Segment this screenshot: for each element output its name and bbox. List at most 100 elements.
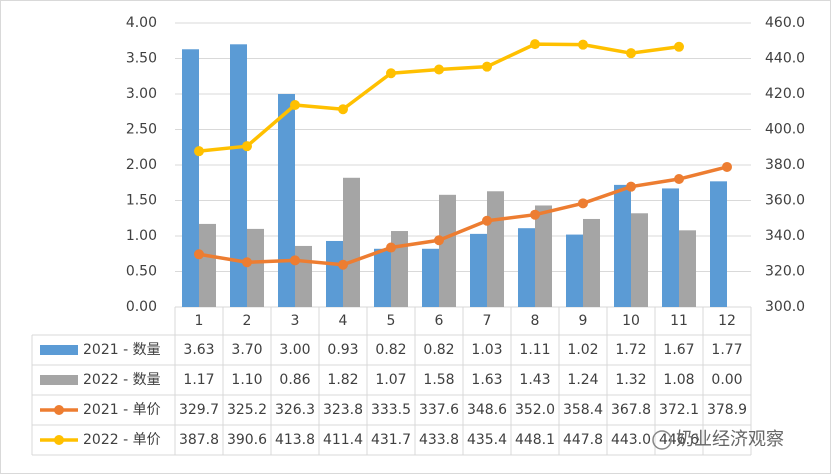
x-tick-label: 11: [670, 313, 688, 329]
line-marker: [194, 249, 204, 260]
table-cell: 446.6: [659, 432, 699, 448]
line-marker: [482, 215, 492, 226]
table-cell: 337.6: [419, 402, 459, 418]
x-tick-label: 7: [483, 313, 492, 329]
table-cell: 3.63: [183, 342, 214, 358]
y-tick-label: 0.00: [126, 299, 157, 315]
legend-swatch: [54, 435, 64, 445]
table-cell: 433.8: [419, 432, 459, 448]
line-marker: [626, 181, 636, 192]
table-cell: 326.3: [275, 402, 315, 418]
bar: [631, 213, 648, 307]
bar: [374, 248, 391, 307]
table-cell: 448.1: [515, 432, 555, 448]
y-tick-label: 2.00: [126, 157, 157, 173]
table-cell: 348.6: [467, 402, 507, 418]
line-marker: [194, 146, 204, 157]
bar: [518, 228, 535, 307]
line-marker: [386, 68, 396, 79]
watermark: 奶业经济观察: [676, 429, 784, 450]
legend-swatch: [40, 345, 78, 355]
table-cell: 1.07: [375, 372, 406, 388]
x-tick-label: 2: [243, 313, 252, 329]
line-marker: [578, 39, 588, 50]
legend-label: 2021 - 单价: [83, 402, 161, 418]
bar: [487, 191, 504, 307]
y-tick-label: 4.00: [126, 15, 157, 31]
x-tick-label: 6: [435, 313, 444, 329]
y2-tick-label: 320.0: [765, 264, 805, 280]
y-tick-label: 1.00: [126, 228, 157, 244]
bar: [470, 233, 487, 307]
table-cell: 1.32: [615, 372, 646, 388]
table-cell: 1.43: [519, 372, 550, 388]
table-cell: 1.10: [231, 372, 262, 388]
table-cell: 378.9: [707, 402, 747, 418]
table-cell: 3.00: [279, 342, 310, 358]
line-marker: [386, 242, 396, 253]
table-cell: 1.67: [663, 342, 694, 358]
line-marker: [290, 255, 300, 266]
y2-tick-label: 360.0: [765, 193, 805, 209]
table-cell: 413.8: [275, 432, 315, 448]
x-tick-label: 4: [339, 313, 348, 329]
table-cell: 1.08: [663, 372, 694, 388]
watermark-icon: [652, 430, 672, 450]
table-cell: 1.82: [327, 372, 358, 388]
bar: [583, 218, 600, 307]
y-tick-label: 0.50: [126, 264, 157, 280]
table-cell: 0.86: [279, 372, 310, 388]
x-tick-label: 10: [622, 313, 640, 329]
y-tick-label: 2.50: [126, 122, 157, 138]
table-cell: 390.6: [227, 432, 267, 448]
table-cell: 443.0: [611, 432, 651, 448]
line-marker: [242, 257, 252, 268]
bar: [278, 94, 295, 307]
bar: [439, 194, 456, 307]
line-marker: [242, 141, 252, 152]
line-marker: [674, 41, 684, 52]
table-cell: 372.1: [659, 402, 699, 418]
x-tick-label: 9: [579, 313, 588, 329]
bar: [614, 184, 631, 307]
bar: [391, 231, 408, 307]
y2-tick-label: 420.0: [765, 86, 805, 102]
table-cell: 1.24: [567, 372, 598, 388]
bar: [230, 44, 247, 308]
table-cell: 411.4: [323, 432, 363, 448]
bar: [247, 228, 264, 307]
line-marker: [290, 100, 300, 111]
table-cell: 352.0: [515, 402, 555, 418]
y2-tick-label: 400.0: [765, 122, 805, 138]
bar: [535, 205, 552, 307]
x-tick-label: 5: [387, 313, 396, 329]
line-marker: [338, 259, 348, 270]
bar: [662, 188, 679, 307]
legend-label: 2021 - 数量: [83, 342, 161, 358]
table-cell: 358.4: [563, 402, 603, 418]
table-cell: 367.8: [611, 402, 651, 418]
table-cell: 333.5: [371, 402, 411, 418]
legend-swatch: [54, 405, 64, 415]
bar: [343, 177, 360, 307]
table-cell: 0.82: [423, 342, 454, 358]
table-cell: 1.77: [711, 342, 742, 358]
y-tick-label: 3.00: [126, 86, 157, 102]
y2-tick-label: 380.0: [765, 157, 805, 173]
table-cell: 435.4: [467, 432, 507, 448]
table-cell: 0.00: [711, 372, 742, 388]
x-tick-label: 3: [291, 313, 300, 329]
line-marker: [530, 209, 540, 220]
bar: [182, 49, 199, 308]
table-cell: 1.72: [615, 342, 646, 358]
table-cell: 323.8: [323, 402, 363, 418]
bar: [199, 223, 216, 307]
table-cell: 1.58: [423, 372, 454, 388]
x-tick-label: 8: [531, 313, 540, 329]
table-cell: 431.7: [371, 432, 411, 448]
legend-label: 2022 - 数量: [83, 372, 161, 388]
y-tick-label: 1.50: [126, 193, 157, 209]
bar: [679, 230, 696, 307]
y2-tick-label: 460.0: [765, 15, 805, 31]
